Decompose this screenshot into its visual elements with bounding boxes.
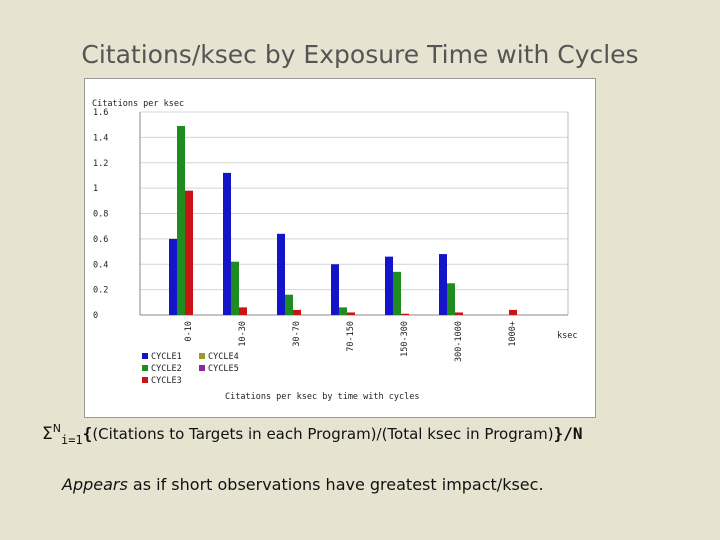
- x-tick-label: 150-300: [400, 321, 410, 357]
- bar-cycle3: [455, 312, 463, 315]
- bar-cycle3: [293, 309, 301, 315]
- legend-label: CYCLE3: [151, 376, 182, 386]
- bar-cycle1: [385, 256, 393, 315]
- bar-cycle2: [231, 261, 239, 315]
- observation-note: Appears as if short observations have gr…: [62, 475, 544, 494]
- y-tick-label: 0.2: [93, 286, 108, 296]
- bar-cycle3: [509, 309, 517, 315]
- x-tick-label: 0-10: [184, 321, 194, 341]
- x-axis-title: ksec: [557, 331, 577, 341]
- bar-cycle1: [331, 264, 339, 315]
- formula-close: }/N: [553, 424, 583, 443]
- legend-swatch: [142, 353, 148, 359]
- x-tick-label: 10-30: [238, 321, 248, 347]
- formula-body: (Citations to Targets in each Program)/(…: [92, 425, 554, 443]
- legend-swatch: [199, 353, 205, 359]
- chart-panel: 0 0.2 0.4 0.6 0.8 1 1.2 1.4 1.6 Citations per kse…: [84, 78, 596, 418]
- y-tick-label: 1: [93, 184, 98, 194]
- y-tick-label: 0.4: [93, 260, 108, 270]
- sigma-symbol: Σ: [42, 424, 53, 444]
- bar-cycle2: [393, 271, 401, 315]
- bar-cycle2: [447, 283, 455, 315]
- x-tick-label: 300-1000: [454, 321, 464, 362]
- y-tick-label: 0.8: [93, 210, 108, 220]
- formula-open-brace: {: [82, 424, 93, 443]
- bar-cycle1: [169, 238, 177, 315]
- legend-label: CYCLE2: [151, 364, 182, 374]
- formula: ΣNi=1{(Citations to Targets in each Prog…: [42, 422, 583, 447]
- y-tick-label: 1.2: [93, 159, 108, 169]
- formula-subscript: i=1: [60, 433, 83, 447]
- x-tick-label: 1000+: [508, 321, 518, 347]
- legend-swatch: [142, 365, 148, 371]
- chart-title: Citations per ksec by time with cycles: [225, 392, 419, 402]
- bar-cycle3: [185, 190, 193, 315]
- bar-cycle1: [223, 172, 231, 315]
- bar-cycle2: [285, 294, 293, 315]
- legend-swatch: [142, 377, 148, 383]
- y-tick-label: 0.6: [93, 235, 108, 245]
- bar-cycle2: [177, 125, 185, 315]
- legend-label: CYCLE5: [208, 364, 239, 374]
- bar-cycle3: [239, 307, 247, 315]
- y-axis-title: Citations per ksec: [92, 99, 184, 109]
- note-text: as if short observations have greatest i…: [127, 475, 544, 494]
- legend-swatch: [199, 365, 205, 371]
- formula-superscript: N: [52, 422, 61, 435]
- legend-label: CYCLE4: [208, 352, 239, 362]
- note-emphasis: Appears: [62, 475, 128, 494]
- x-tick-label: 70-150: [346, 321, 356, 352]
- bar-cycle3: [347, 312, 355, 315]
- x-tick-label: 30-70: [292, 321, 302, 347]
- legend-label: CYCLE1: [151, 352, 182, 362]
- y-tick-label: 1.6: [93, 108, 108, 118]
- y-tick-label: 0: [93, 311, 98, 321]
- y-tick-label: 1.4: [93, 133, 108, 143]
- bar-cycle1: [439, 254, 447, 315]
- bar-cycle1: [277, 233, 285, 315]
- bar-cycle3: [401, 313, 409, 315]
- slide-title: Citations/ksec by Exposure Time with Cyc…: [81, 40, 639, 69]
- bar-cycle2: [339, 307, 347, 315]
